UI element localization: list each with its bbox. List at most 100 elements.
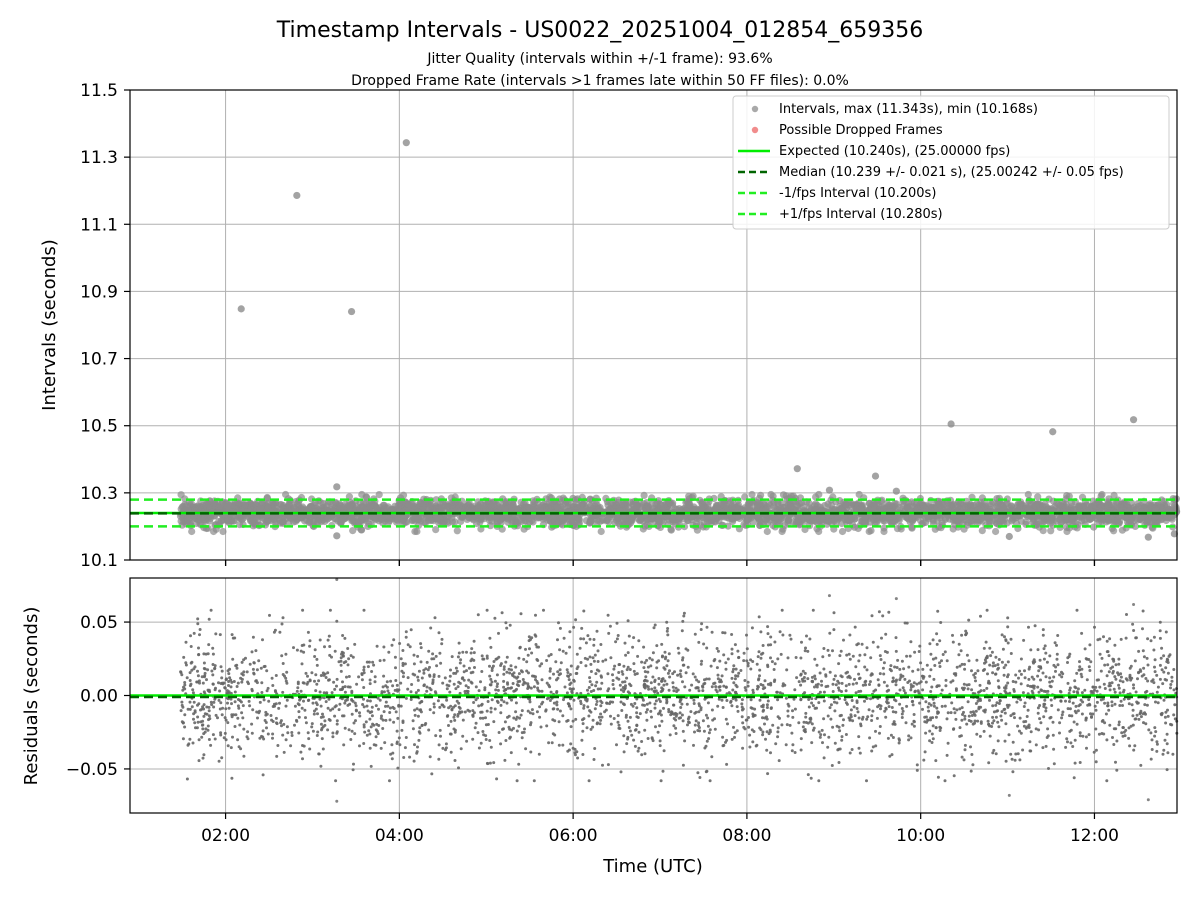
residual-point xyxy=(730,633,734,636)
residual-point xyxy=(997,658,1001,661)
residual-point xyxy=(1076,687,1080,691)
residual-point xyxy=(1027,677,1031,681)
residual-point xyxy=(300,706,304,710)
interval-point xyxy=(612,516,621,524)
residual-point xyxy=(765,703,769,707)
residual-point xyxy=(472,651,476,655)
residual-point xyxy=(855,681,859,685)
residual-point xyxy=(975,658,979,662)
residual-point xyxy=(583,656,587,660)
residual-point xyxy=(588,637,592,641)
residual-point xyxy=(870,719,874,722)
residual-point xyxy=(521,683,525,687)
residual-point xyxy=(335,684,338,688)
residual-point xyxy=(382,658,386,662)
residual-point xyxy=(878,725,882,728)
residual-point xyxy=(217,681,220,685)
residual-point xyxy=(645,718,649,722)
residual-point xyxy=(750,626,754,630)
residual-point xyxy=(963,748,967,752)
residual-point xyxy=(1041,746,1045,750)
residual-point xyxy=(335,677,339,681)
interval-point xyxy=(1090,523,1098,531)
residual-point xyxy=(295,719,299,723)
interval-point xyxy=(720,501,728,509)
residual-point xyxy=(1173,717,1177,721)
residual-point xyxy=(936,609,940,613)
interval-point xyxy=(1082,501,1090,509)
residual-point xyxy=(582,706,586,710)
dropped-frame-subtitle: Dropped Frame Rate (intervals >1 frames … xyxy=(351,73,849,89)
interval-point xyxy=(636,517,644,525)
residual-point xyxy=(637,639,641,643)
residual-point xyxy=(715,666,719,670)
residual-point xyxy=(626,619,630,623)
residual-point xyxy=(211,652,215,656)
residual-point xyxy=(186,743,190,747)
interval-point xyxy=(310,516,318,524)
residual-point xyxy=(1119,675,1123,679)
residual-point xyxy=(943,650,947,654)
residual-point xyxy=(640,753,644,757)
residual-point xyxy=(1036,706,1040,710)
residual-point xyxy=(484,716,487,720)
residual-point xyxy=(412,759,416,763)
interval-point xyxy=(413,516,421,524)
residual-point xyxy=(649,681,653,685)
residual-point xyxy=(864,683,868,687)
residual-point xyxy=(757,650,761,654)
residual-point xyxy=(857,716,861,720)
residual-point xyxy=(555,700,559,704)
residual-point xyxy=(488,636,492,640)
interval-outlier-point xyxy=(892,487,900,495)
residual-point xyxy=(810,697,814,701)
interval-point xyxy=(1044,505,1053,513)
residual-point xyxy=(410,683,414,686)
residual-point xyxy=(724,717,728,721)
interval-point xyxy=(348,517,356,525)
interval-point xyxy=(910,499,919,507)
residual-point xyxy=(988,646,992,650)
residual-point xyxy=(1075,608,1079,612)
residual-point xyxy=(184,640,188,644)
residual-point xyxy=(758,674,761,678)
residual-point xyxy=(626,719,630,723)
interval-point xyxy=(668,515,676,523)
residual-point xyxy=(318,638,322,642)
residual-point xyxy=(858,751,862,755)
residual-point xyxy=(1078,660,1081,664)
residual-point xyxy=(681,658,684,662)
residual-point xyxy=(180,673,184,677)
residual-point xyxy=(342,743,346,747)
residual-point xyxy=(465,739,469,743)
residual-point xyxy=(766,682,770,686)
residual-point xyxy=(891,710,895,714)
residual-point xyxy=(394,666,397,670)
residual-point xyxy=(319,722,323,726)
residual-point xyxy=(707,677,711,681)
residual-point xyxy=(736,649,740,653)
residual-point xyxy=(315,703,319,707)
residual-point xyxy=(973,676,977,679)
residual-point xyxy=(230,633,234,637)
interval-point xyxy=(346,502,354,510)
residual-point xyxy=(692,698,696,702)
interval-point xyxy=(924,513,932,521)
residual-point xyxy=(502,700,506,704)
residual-point xyxy=(682,611,686,615)
residual-point xyxy=(579,702,583,706)
interval-point xyxy=(921,506,930,514)
residual-point xyxy=(891,736,895,739)
residual-point xyxy=(646,670,650,674)
interval-point xyxy=(357,526,365,534)
residual-point xyxy=(673,670,676,674)
interval-point xyxy=(631,505,639,513)
interval-point xyxy=(1047,527,1055,535)
residual-point xyxy=(1103,701,1107,705)
interval-point xyxy=(319,499,327,508)
residual-point xyxy=(284,738,288,742)
residual-point xyxy=(646,737,650,740)
residual-point xyxy=(422,668,426,672)
residual-point xyxy=(281,690,285,694)
residual-point xyxy=(654,689,658,693)
